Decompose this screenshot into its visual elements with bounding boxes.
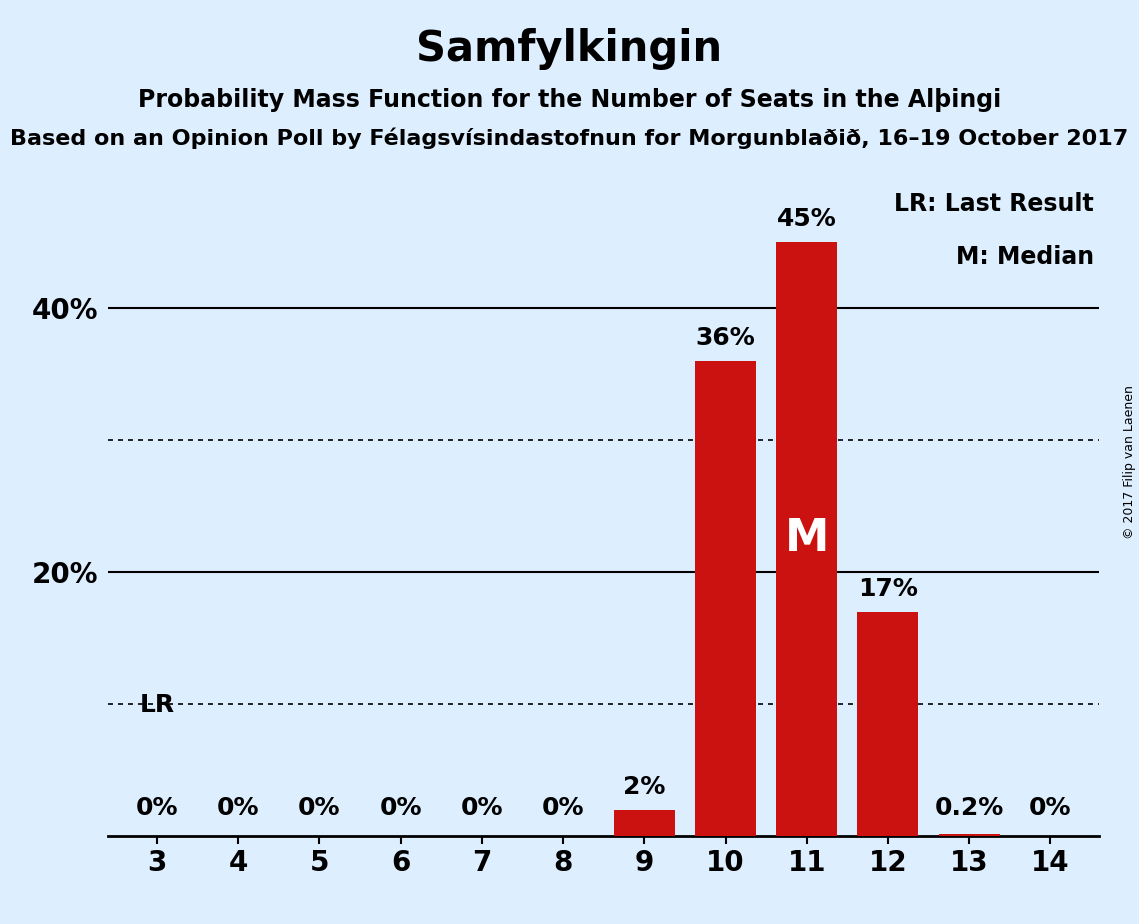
Text: 0%: 0% [379, 796, 421, 821]
Text: 0%: 0% [1030, 796, 1072, 821]
Text: 2%: 2% [623, 775, 665, 799]
Text: 45%: 45% [777, 207, 837, 231]
Bar [939, 833, 1000, 836]
Text: LR: LR [139, 693, 174, 717]
Text: 36%: 36% [696, 326, 755, 350]
Text: 17%: 17% [858, 577, 918, 601]
Text: © 2017 Filip van Laenen: © 2017 Filip van Laenen [1123, 385, 1137, 539]
Bar [858, 612, 918, 836]
Text: Probability Mass Function for the Number of Seats in the Alþingi: Probability Mass Function for the Number… [138, 88, 1001, 112]
Text: 0%: 0% [216, 796, 260, 821]
Text: 0%: 0% [542, 796, 584, 821]
Text: 0%: 0% [460, 796, 503, 821]
Text: 0%: 0% [136, 796, 178, 821]
Bar [614, 809, 674, 836]
Bar [777, 241, 837, 836]
Text: M: Median: M: Median [956, 245, 1095, 269]
Text: 0.2%: 0.2% [935, 796, 1003, 821]
Text: Based on an Opinion Poll by Félagsvísindastofnun for Morgunblaðið, 16–19 October: Based on an Opinion Poll by Félagsvísind… [10, 128, 1129, 149]
Bar [695, 360, 756, 836]
Text: M: M [785, 517, 829, 561]
Text: Samfylkingin: Samfylkingin [417, 28, 722, 69]
Text: 0%: 0% [298, 796, 341, 821]
Text: LR: Last Result: LR: Last Result [894, 192, 1095, 216]
